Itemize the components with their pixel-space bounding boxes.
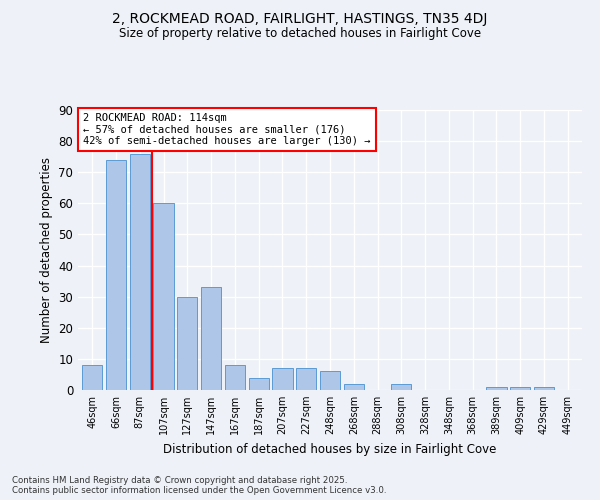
- Bar: [487, 387, 506, 390]
- Bar: [201, 288, 221, 390]
- Bar: [534, 387, 554, 390]
- Bar: [248, 378, 269, 390]
- Text: Contains HM Land Registry data © Crown copyright and database right 2025.
Contai: Contains HM Land Registry data © Crown c…: [12, 476, 386, 495]
- Bar: [154, 204, 173, 390]
- Bar: [225, 365, 245, 390]
- Bar: [106, 160, 126, 390]
- Text: 2 ROCKMEAD ROAD: 114sqm
← 57% of detached houses are smaller (176)
42% of semi-d: 2 ROCKMEAD ROAD: 114sqm ← 57% of detache…: [83, 113, 371, 146]
- Bar: [344, 384, 364, 390]
- Bar: [82, 365, 103, 390]
- Bar: [510, 387, 530, 390]
- Bar: [296, 368, 316, 390]
- Bar: [272, 368, 293, 390]
- Text: 2, ROCKMEAD ROAD, FAIRLIGHT, HASTINGS, TN35 4DJ: 2, ROCKMEAD ROAD, FAIRLIGHT, HASTINGS, T…: [112, 12, 488, 26]
- X-axis label: Distribution of detached houses by size in Fairlight Cove: Distribution of detached houses by size …: [163, 442, 497, 456]
- Bar: [391, 384, 412, 390]
- Bar: [320, 372, 340, 390]
- Text: Size of property relative to detached houses in Fairlight Cove: Size of property relative to detached ho…: [119, 28, 481, 40]
- Bar: [130, 154, 150, 390]
- Bar: [177, 296, 197, 390]
- Y-axis label: Number of detached properties: Number of detached properties: [40, 157, 53, 343]
